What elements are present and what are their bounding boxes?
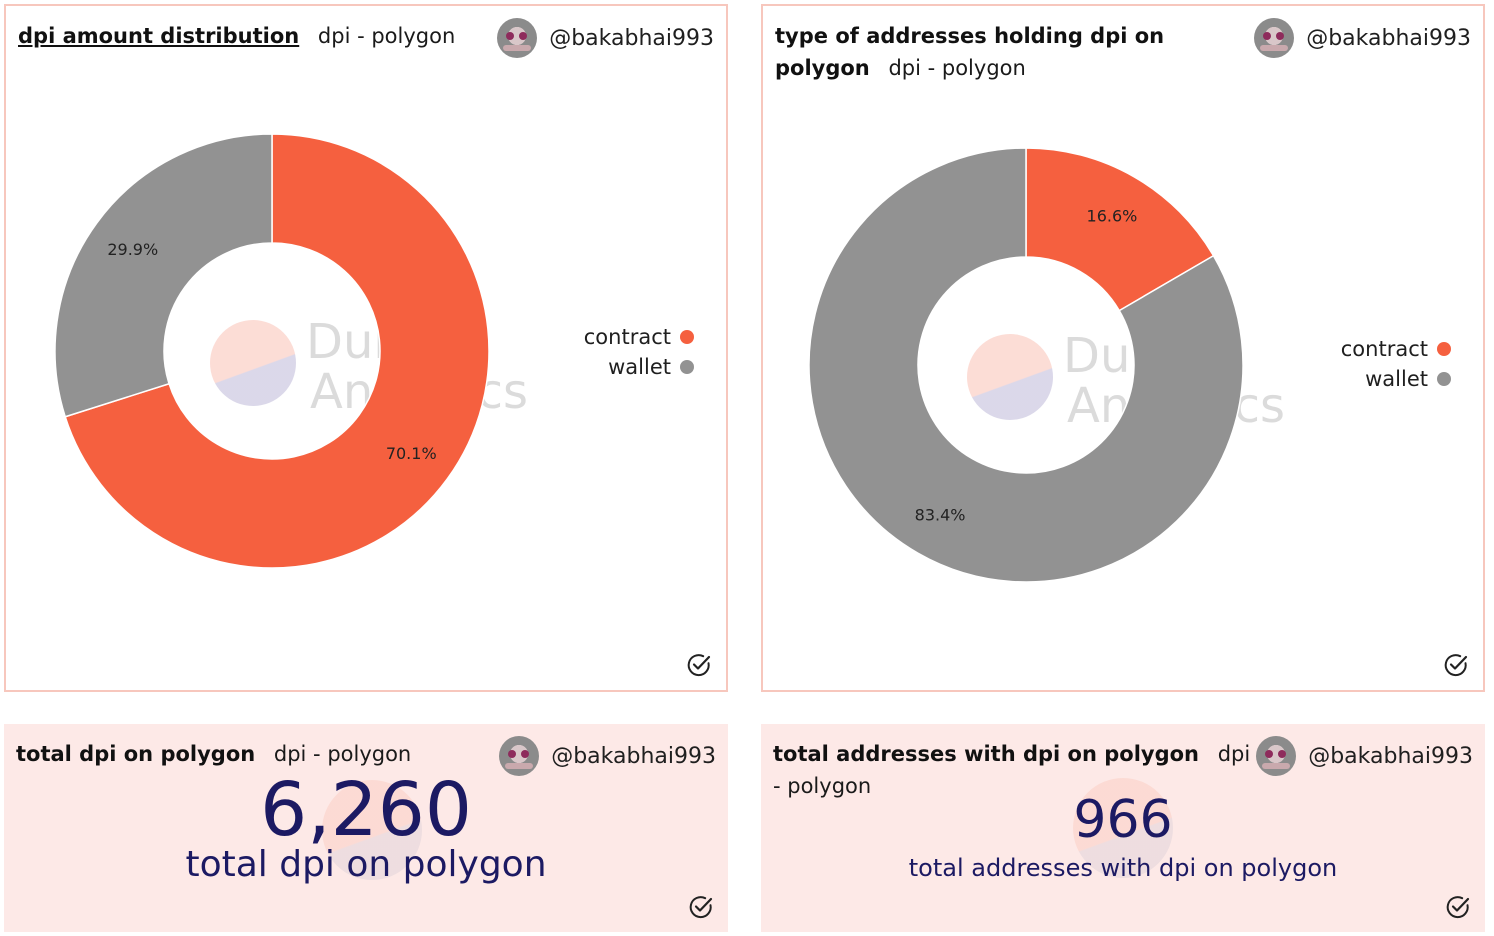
card-title-link[interactable]: type of addresses holding dpi on polygon (775, 24, 1165, 80)
card-title-link[interactable]: total dpi on polygon (16, 742, 256, 766)
card-title-line: type of addresses holding dpi on polygon… (775, 20, 1255, 84)
card-subtitle: dpi - polygon (888, 56, 1026, 80)
chart-legend: contract wallet (584, 322, 694, 382)
slice-contract[interactable] (64, 133, 490, 569)
card-subtitle: dpi - polygon (317, 24, 456, 48)
legend-dot (1437, 342, 1451, 356)
check-circle-icon (687, 654, 711, 677)
donut-chart: 70.1% 29.9% (54, 133, 490, 569)
slice-label-contract: 16.6% (1087, 206, 1138, 225)
author-link[interactable]: @bakabhai993 (497, 18, 714, 58)
author-name: @bakabhai993 (1306, 25, 1471, 51)
avatar (1256, 736, 1297, 776)
counter-card-total-dpi: total dpi on polygon dpi - polygon @baka… (4, 724, 728, 932)
counter-label: total dpi on polygon (185, 844, 547, 885)
author-link[interactable]: @bakabhai993 (1256, 736, 1473, 776)
card-subtitle: dpi - polygon (773, 742, 1251, 798)
slice-contract[interactable] (1025, 147, 1215, 312)
legend-dot (680, 330, 694, 344)
card-title-link[interactable]: total addresses with dpi on polygon (773, 742, 1199, 766)
legend-item-contract[interactable]: contract (584, 322, 694, 352)
counter-card-total-addresses: total addresses with dpi on polygon dpi … (761, 724, 1485, 932)
check-circle-icon (689, 896, 713, 919)
card-title-link[interactable]: dpi amount distribution (18, 24, 300, 48)
chart-card-dpi-amount-distribution: dpi amount distribution dpi - polygon @b… (4, 4, 728, 692)
legend-item-wallet[interactable]: wallet (584, 352, 694, 382)
legend-label: contract (583, 325, 671, 349)
card-title-line: total addresses with dpi on polygon dpi … (773, 738, 1253, 802)
slice-label-contract: 70.1% (386, 444, 437, 463)
author-name: @bakabhai993 (1308, 743, 1473, 769)
card-title-line: total dpi on polygon dpi - polygon (16, 738, 411, 770)
legend-label: wallet (1365, 367, 1428, 391)
author-name: @bakabhai993 (551, 743, 716, 769)
check-circle-icon (1444, 654, 1468, 677)
chart-legend: contract wallet (1341, 334, 1451, 394)
slice-label-wallet: 29.9% (107, 240, 158, 259)
avatar (499, 736, 540, 776)
counter-value: 6,260 (260, 767, 472, 853)
card-title-line: dpi amount distribution dpi - polygon (18, 20, 455, 52)
avatar (1254, 18, 1295, 58)
legend-dot (1437, 372, 1451, 386)
slice-label-wallet: 83.4% (915, 506, 966, 525)
counter-value: 966 (1073, 790, 1173, 850)
donut-chart: 16.6% 83.4% (808, 147, 1244, 583)
legend-dot (680, 360, 694, 374)
counter-label: total addresses with dpi on polygon (908, 854, 1338, 882)
legend-label: contract (1340, 337, 1428, 361)
check-circle-icon (1446, 896, 1470, 919)
legend-item-wallet[interactable]: wallet (1341, 364, 1451, 394)
author-link[interactable]: @bakabhai993 (1254, 18, 1471, 58)
author-name: @bakabhai993 (549, 25, 714, 51)
chart-card-address-types: type of addresses holding dpi on polygon… (761, 4, 1485, 692)
slice-wallet[interactable] (54, 133, 273, 418)
author-link[interactable]: @bakabhai993 (499, 736, 716, 776)
card-subtitle: dpi - polygon (273, 742, 412, 766)
avatar (497, 18, 538, 58)
legend-item-contract[interactable]: contract (1341, 334, 1451, 364)
dune-logo-icon (322, 780, 422, 880)
dune-logo-icon (1073, 778, 1173, 878)
slice-wallet[interactable] (808, 147, 1244, 583)
legend-label: wallet (608, 355, 671, 379)
